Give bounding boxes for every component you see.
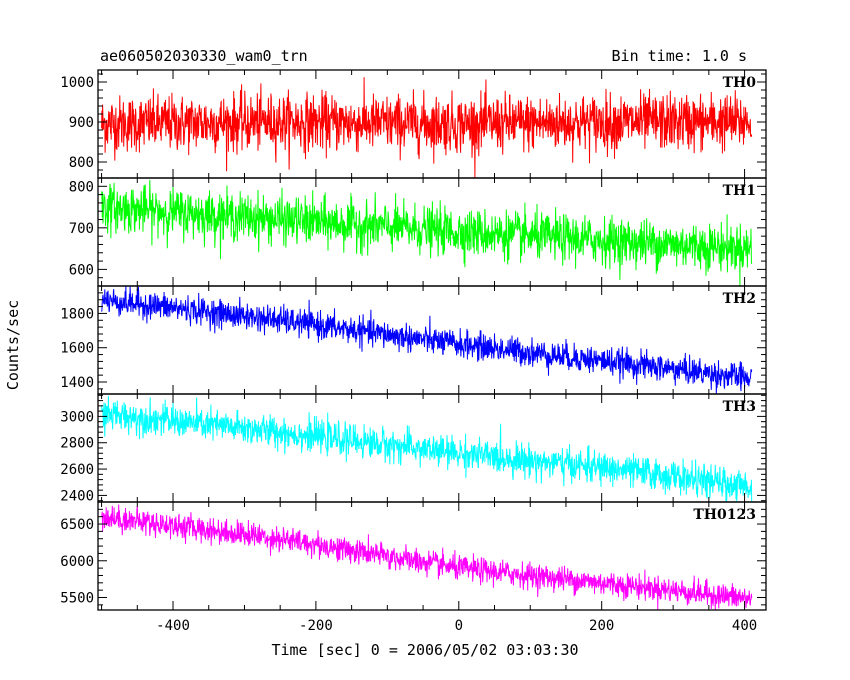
series-line-th1 bbox=[101, 179, 753, 287]
panel-frame-th0123 bbox=[97, 501, 767, 611]
series-line-th2 bbox=[101, 285, 753, 395]
y-tick-label: 6500 bbox=[60, 517, 94, 533]
y-tick-label: 600 bbox=[69, 262, 94, 278]
y-tick-label: 3000 bbox=[60, 409, 94, 425]
x-tick-label: -200 bbox=[299, 618, 333, 634]
y-tick-label: 2600 bbox=[60, 462, 94, 478]
y-tick-label: 2800 bbox=[60, 436, 94, 452]
y-tick-label: 2400 bbox=[60, 488, 94, 504]
chart-title-right: Bin time: 1.0 s bbox=[612, 47, 747, 65]
x-tick-label: -400 bbox=[156, 618, 190, 634]
y-tick-label: 5500 bbox=[60, 591, 94, 607]
series-line-th0 bbox=[101, 77, 753, 179]
y-tick-label: 1400 bbox=[60, 375, 94, 391]
x-axis-label: Time [sec] 0 = 2006/05/02 03:03:30 bbox=[271, 641, 578, 659]
y-tick-label: 800 bbox=[69, 155, 94, 171]
panel-label-th1: TH1 bbox=[723, 183, 756, 199]
y-tick-label: 700 bbox=[69, 221, 94, 237]
y-tick-label: 800 bbox=[69, 179, 94, 195]
panel-label-th2: TH2 bbox=[723, 291, 756, 307]
y-tick-label: 1000 bbox=[60, 75, 94, 91]
y-tick-label: 1600 bbox=[60, 341, 94, 357]
x-tick-label: 400 bbox=[732, 618, 757, 634]
panel-label-th0123: TH0123 bbox=[693, 507, 756, 523]
panel-label-th3: TH3 bbox=[723, 399, 756, 415]
y-tick-label: 6000 bbox=[60, 554, 94, 570]
series-line-th3 bbox=[101, 395, 753, 502]
panels-group: TH0 800 900 1000 TH1 600 700 800 TH2 1400 1600 1800… bbox=[60, 69, 767, 634]
y-tick-label: 1800 bbox=[60, 306, 94, 322]
x-tick-label: 200 bbox=[589, 618, 614, 634]
panel-label-th0: TH0 bbox=[723, 75, 757, 91]
series-line-th0123 bbox=[101, 504, 753, 611]
x-tick-label: 0 bbox=[455, 618, 463, 634]
chart-title-left: ae060502030330_wam0_trn bbox=[100, 47, 308, 65]
y-tick-label: 900 bbox=[69, 115, 94, 131]
y-axis-label: Counts/sec bbox=[4, 300, 22, 390]
